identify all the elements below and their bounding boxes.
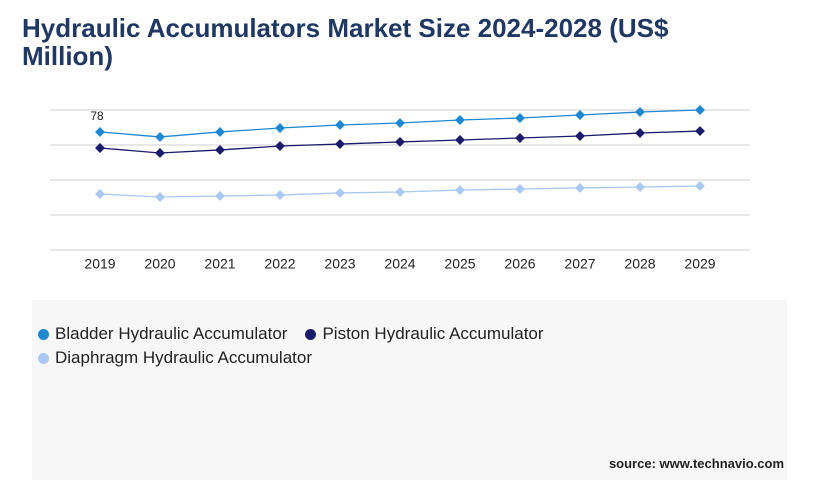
legend-label: Piston Hydraulic Accumulator [322,324,544,343]
legend-marker [38,329,49,341]
source: source: www.technavio.com [608,456,784,471]
legend-marker [305,329,317,341]
point-marker [395,118,405,128]
point-marker [335,139,345,150]
point-marker [695,105,705,115]
legend-item[interactable]: Bladder Hydraulic Accumulator [38,322,287,346]
x-tick-label: 2028 [624,256,655,272]
point-marker [635,182,645,192]
x-tick-label: 2029 [684,256,715,272]
point-marker [275,123,285,133]
point-marker [335,120,345,130]
legend-marker [38,353,49,365]
background-panel [32,300,787,480]
x-tick-label: 2020 [144,256,175,272]
point-marker [575,131,585,141]
point-marker [635,107,645,117]
legend-label: Bladder Hydraulic Accumulator [55,324,288,343]
x-tick-label: 2025 [444,256,475,272]
legend-item[interactable]: Piston Hydraulic Accumulator [305,322,544,346]
point-marker [515,113,525,123]
point-marker [515,133,525,143]
x-tick-label: 2027 [564,256,595,272]
point-marker [455,135,465,145]
x-tick-label: 2024 [384,256,415,272]
point-marker [575,110,585,120]
point-marker [215,126,225,137]
point-marker [635,128,645,138]
legend-label: Diaphragm Hydraulic Accumulator [55,348,312,367]
point-marker [515,184,525,194]
data-label: 78 [90,109,104,123]
point-marker [155,131,165,142]
point-marker [455,185,465,196]
point-marker [215,145,225,155]
x-tick-label: 2023 [324,256,355,272]
x-tick-label: 2022 [264,256,295,272]
point-marker [95,126,105,137]
legend-item[interactable]: Diaphragm Hydraulic Accumulator [38,346,312,370]
point-marker [275,141,285,151]
point-marker [455,115,465,125]
chart-title: Hydraulic Accumulators Market Size 2024-… [22,13,669,71]
point-marker [395,136,405,147]
point-marker [335,187,345,198]
point-marker [695,181,705,191]
point-marker [155,192,165,202]
chart: 2019 2020 2021 2022 2023 2024 2025 2026 2027 2028… [50,105,750,272]
point-marker [575,182,585,193]
point-marker [695,126,705,136]
point-marker [95,189,105,199]
x-tick-label: 2021 [204,256,235,272]
point-marker [395,187,405,197]
point-marker [215,191,225,201]
x-tick-label: 2019 [84,256,115,272]
point-marker [275,190,285,201]
point-marker [155,148,165,158]
x-tick-label: 2026 [504,256,535,272]
legend: Bladder Hydraulic Accumulator Piston Hydr… [38,322,678,370]
point-marker [95,143,105,153]
